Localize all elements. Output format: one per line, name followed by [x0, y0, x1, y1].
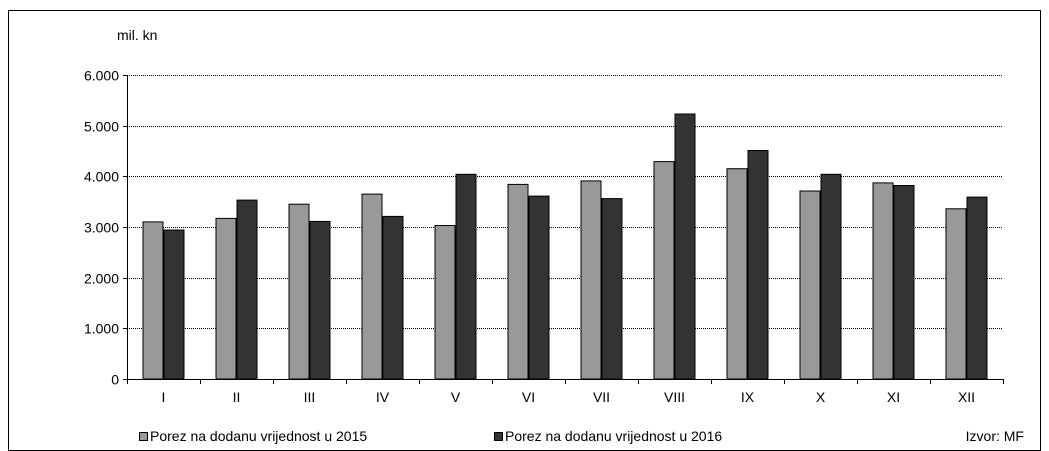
bar-2015-X — [799, 190, 821, 380]
x-tick-labels: I II III IV V VI VII VIII IX X XI XII — [162, 389, 976, 405]
x-tick-label: VI — [522, 389, 535, 405]
x-tick-label: V — [451, 389, 461, 405]
y-tick-label: 3.000 — [84, 220, 119, 236]
x-tick-label: II — [233, 389, 241, 405]
x-tick-label: XI — [887, 389, 900, 405]
y-tick-label: 5.000 — [84, 119, 119, 135]
y-tick-label: 1.000 — [84, 321, 119, 337]
unit-label: mil. kn — [117, 27, 157, 43]
bar-2016-XI — [893, 185, 915, 380]
x-tick-label: XII — [958, 389, 975, 405]
x-tick-label: III — [304, 389, 316, 405]
bar-2016-VI — [528, 195, 550, 380]
bar-2016-II — [236, 199, 258, 380]
y-tick-label: 2.000 — [84, 271, 119, 287]
y-tick-label: 0 — [111, 372, 119, 388]
bar-2015-VIII — [653, 161, 675, 380]
x-tick-label: IV — [376, 389, 390, 405]
bar-2016-IX — [747, 150, 769, 380]
bar-2016-VII — [601, 198, 623, 380]
source-label: Izvor: MF — [966, 428, 1024, 444]
bar-2016-V — [455, 173, 477, 380]
bar-2015-XI — [872, 182, 894, 380]
axes — [123, 75, 1004, 384]
legend-label-2016: Porez na dodanu vrijednost u 2016 — [505, 428, 722, 444]
gridlines — [127, 75, 1003, 329]
bar-2016-XII — [966, 196, 988, 380]
bar-2015-II — [215, 217, 237, 380]
bar-2015-VII — [580, 180, 602, 380]
legend-label-2015: Porez na dodanu vrijednost u 2015 — [150, 428, 367, 444]
y-tick-label: 6.000 — [84, 68, 119, 84]
bar-2015-III — [288, 203, 310, 380]
bar-2015-I — [142, 221, 164, 380]
bar-2016-IV — [382, 215, 404, 380]
x-tick-label: I — [162, 389, 166, 405]
bars — [142, 113, 988, 380]
x-tick-label: X — [816, 389, 826, 405]
legend-swatch-2016 — [494, 432, 503, 441]
x-tick-label: IX — [741, 389, 755, 405]
bar-2016-III — [309, 220, 331, 380]
bar-2015-V — [434, 225, 456, 380]
x-tick-label: VIII — [664, 389, 685, 405]
legend: Porez na dodanu vrijednost u 2015 Porez … — [139, 428, 722, 444]
y-tick-label: 4.000 — [84, 169, 119, 185]
bar-2015-VI — [507, 183, 529, 380]
bar-2015-XII — [945, 208, 967, 380]
bar-2016-X — [820, 173, 842, 380]
bar-2015-IX — [726, 168, 748, 380]
bar-2016-VIII — [674, 113, 696, 380]
legend-swatch-2015 — [139, 432, 148, 441]
y-tick-labels: 0 1.000 2.000 3.000 4.000 5.000 6.000 — [84, 68, 119, 388]
bar-2016-I — [163, 229, 185, 380]
x-tick-label: VII — [593, 389, 610, 405]
bar-2015-IV — [361, 193, 383, 380]
